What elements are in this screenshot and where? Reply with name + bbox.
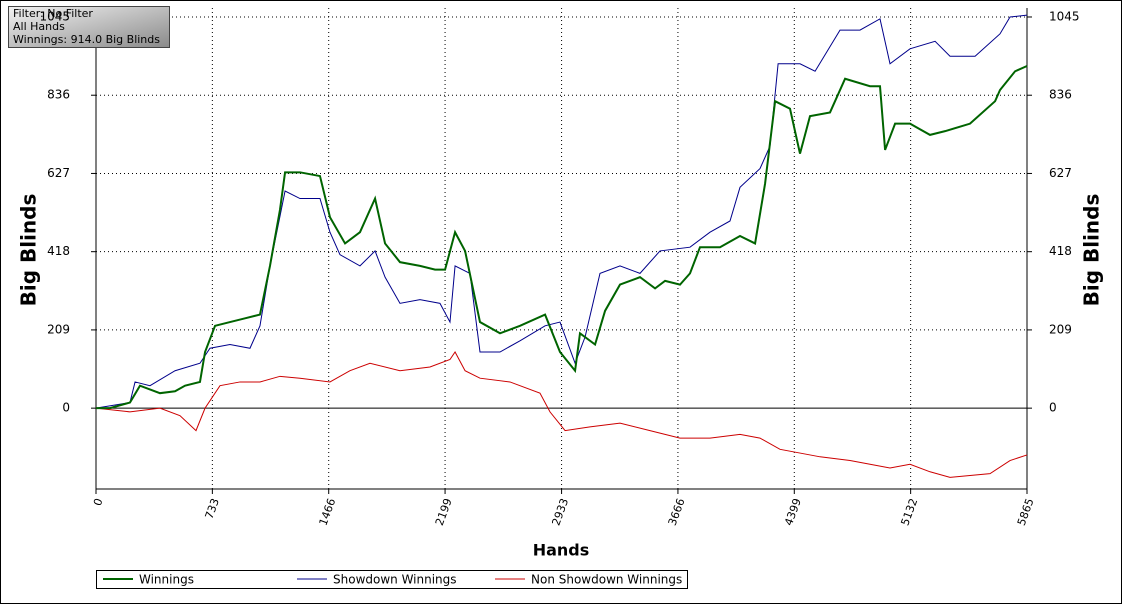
y2-tick-label: 0 (1049, 401, 1057, 415)
legend (96, 570, 688, 589)
legend-label: Showdown Winnings (333, 573, 457, 587)
y-tick-label: 209 (47, 322, 70, 336)
y-tick-label: 836 (47, 88, 70, 102)
legend-label: Non Showdown Winnings (531, 573, 682, 587)
annotation: Winnings: 914.0 Big Blinds (13, 33, 160, 46)
annotation: Filter: No Filter (13, 7, 93, 20)
y-tick-label: 1045 (39, 9, 70, 23)
series-line (96, 65, 1028, 410)
x-axis-label: Hands (533, 541, 590, 560)
info-box (8, 6, 170, 48)
y-tick-label: 627 (47, 166, 70, 180)
legend-label: Winnings (139, 573, 194, 587)
y-tick-label: 0 (62, 401, 70, 415)
y2-tick-label: 627 (1049, 166, 1072, 180)
y2-tick-label: 836 (1049, 88, 1072, 102)
x-tick-label: 0 (91, 497, 106, 508)
y-tick-label: 418 (47, 244, 70, 258)
plot-area (91, 8, 1032, 494)
y2-tick-label: 209 (1049, 322, 1072, 336)
y-axis-label: Big Blinds (17, 194, 41, 307)
annotation: All Hands (13, 20, 65, 33)
y2-tick-label: 1045 (1049, 9, 1080, 23)
series-line (95, 14, 1028, 409)
y2-axis-label: Big Blinds (1080, 194, 1104, 307)
y2-tick-label: 418 (1049, 244, 1072, 258)
series-line (95, 351, 1028, 478)
